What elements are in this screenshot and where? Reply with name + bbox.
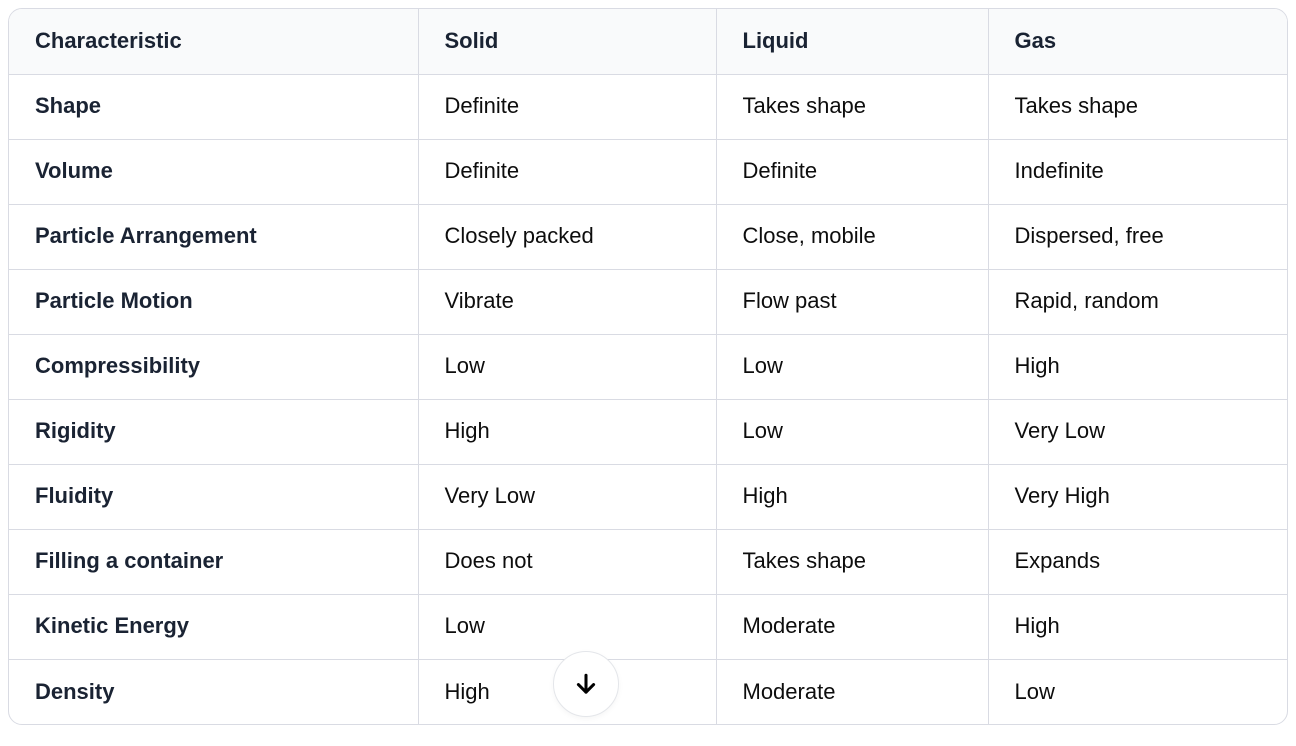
row-label-cell: Compressibility xyxy=(9,333,419,399)
table-row-particle-arrangement: Particle Arrangement Closely packed Clos… xyxy=(9,203,1287,269)
column-header-gas: Gas xyxy=(988,9,1287,74)
table-row-shape: Shape Definite Takes shape Takes shape xyxy=(9,73,1287,139)
row-label-cell: Kinetic Energy xyxy=(9,593,419,659)
data-cell: Expands xyxy=(988,528,1287,594)
row-label-cell: Shape xyxy=(9,73,419,139)
row-label-cell: Rigidity xyxy=(9,398,419,464)
data-cell: Does not xyxy=(418,528,717,594)
data-cell: Takes shape xyxy=(716,73,989,139)
table-row-particle-motion: Particle Motion Vibrate Flow past Rapid,… xyxy=(9,268,1287,334)
table-row-kinetic-energy: Kinetic Energy Low Moderate High xyxy=(9,593,1287,659)
row-label-cell: Particle Arrangement xyxy=(9,203,419,269)
data-cell: Very Low xyxy=(988,398,1287,464)
data-cell: Definite xyxy=(418,138,717,204)
data-cell: Vibrate xyxy=(418,268,717,334)
data-cell: Dispersed, free xyxy=(988,203,1287,269)
data-cell: High xyxy=(418,398,717,464)
states-of-matter-table-card: Characteristic Solid Liquid Gas Shape De… xyxy=(8,8,1288,725)
data-cell: High xyxy=(716,463,989,529)
data-cell: Very High xyxy=(988,463,1287,529)
data-cell: Definite xyxy=(418,73,717,139)
table-row-filling-a-container: Filling a container Does not Takes shape… xyxy=(9,528,1287,594)
column-header-liquid: Liquid xyxy=(716,9,989,74)
data-cell: Indefinite xyxy=(988,138,1287,204)
table-row-compressibility: Compressibility Low Low High xyxy=(9,333,1287,399)
data-cell: Low xyxy=(418,333,717,399)
row-label-cell: Volume xyxy=(9,138,419,204)
row-label-cell: Filling a container xyxy=(9,528,419,594)
data-cell: Moderate xyxy=(716,593,989,659)
scroll-to-bottom-button[interactable] xyxy=(553,651,619,717)
states-of-matter-table: Characteristic Solid Liquid Gas Shape De… xyxy=(9,9,1287,724)
column-header-solid: Solid xyxy=(418,9,717,74)
data-cell: Closely packed xyxy=(418,203,717,269)
data-cell: Rapid, random xyxy=(988,268,1287,334)
data-cell: Close, mobile xyxy=(716,203,989,269)
data-cell: Low xyxy=(716,398,989,464)
data-cell: Low xyxy=(418,593,717,659)
arrow-down-icon xyxy=(572,670,600,698)
table-row-fluidity: Fluidity Very Low High Very High xyxy=(9,463,1287,529)
data-cell: High xyxy=(988,593,1287,659)
data-cell: Takes shape xyxy=(988,73,1287,139)
row-label-cell: Density xyxy=(9,658,419,724)
table-row-density: Density High Moderate Low xyxy=(9,658,1287,724)
data-cell: Very Low xyxy=(418,463,717,529)
data-cell: High xyxy=(988,333,1287,399)
table-header-row: Characteristic Solid Liquid Gas xyxy=(9,9,1287,74)
data-cell: Definite xyxy=(716,138,989,204)
data-cell: Low xyxy=(716,333,989,399)
row-label-cell: Particle Motion xyxy=(9,268,419,334)
column-header-characteristic: Characteristic xyxy=(9,9,419,74)
table-row-volume: Volume Definite Definite Indefinite xyxy=(9,138,1287,204)
data-cell: Flow past xyxy=(716,268,989,334)
table-row-rigidity: Rigidity High Low Very Low xyxy=(9,398,1287,464)
data-cell: Low xyxy=(988,658,1287,724)
row-label-cell: Fluidity xyxy=(9,463,419,529)
data-cell: Moderate xyxy=(716,658,989,724)
data-cell: Takes shape xyxy=(716,528,989,594)
